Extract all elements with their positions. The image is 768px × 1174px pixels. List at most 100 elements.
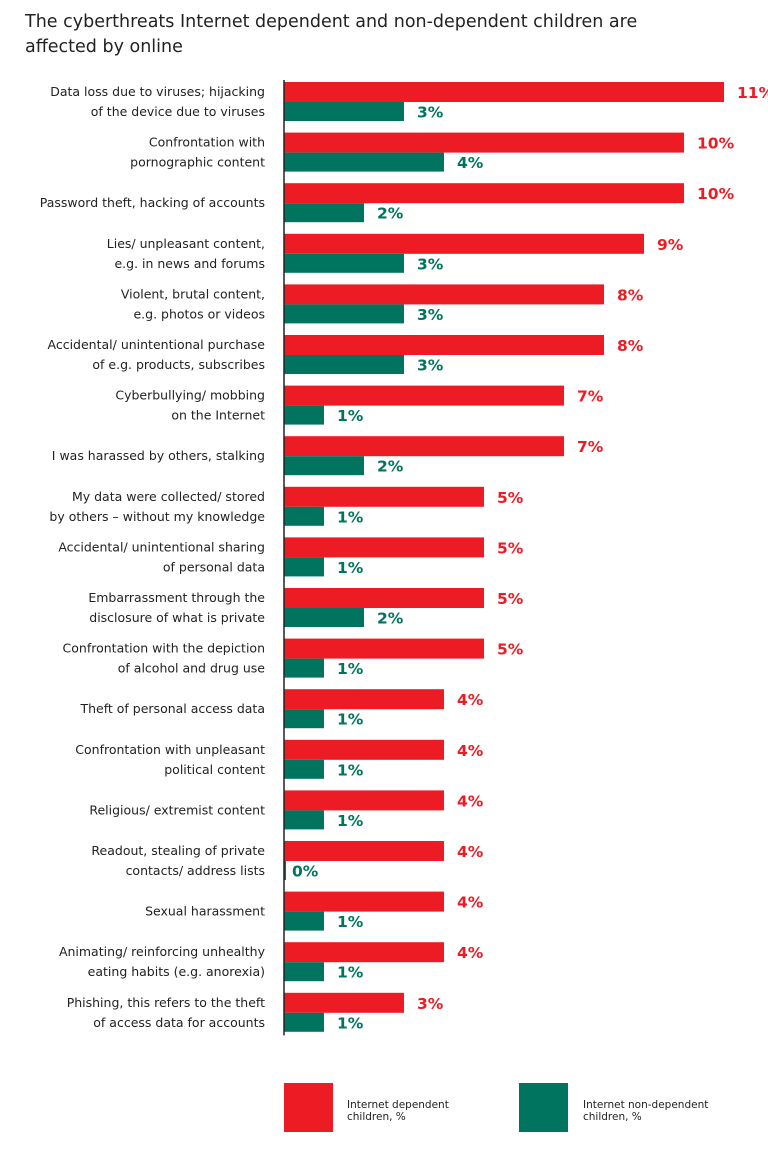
category-label: Embarrassment through the disclosure of w…: [88, 590, 265, 625]
value-label: 1%: [337, 660, 364, 678]
bar-dependent: [284, 689, 444, 710]
value-label: 10%: [697, 135, 735, 153]
value-label: 9%: [657, 236, 684, 254]
value-label: 3%: [417, 357, 444, 375]
bar-non-dependent: [284, 911, 324, 931]
category-label: Lies/ unpleasant content, e.g. in news an…: [107, 236, 265, 271]
legend-label-non-dependent: Internet non-dependent children, %: [583, 1099, 709, 1123]
category-label: I was harassed by others, stalking: [52, 448, 265, 463]
category-label: Phishing, this refers to the theft of acc…: [67, 995, 265, 1030]
value-label: 1%: [337, 812, 364, 830]
value-label: 7%: [577, 388, 604, 406]
bar-non-dependent: [284, 355, 404, 374]
value-label: 4%: [457, 894, 484, 912]
value-label: 3%: [417, 995, 444, 1013]
bar-dependent: [284, 739, 444, 760]
bar-non-dependent: [284, 557, 324, 577]
bar-non-dependent: [284, 102, 404, 121]
category-label: Violent, brutal content, e.g. photos or v…: [121, 286, 265, 321]
bar-non-dependent: [284, 810, 324, 830]
legend-label-dependent: Internet dependent children, %: [347, 1099, 449, 1123]
bar-dependent: [284, 588, 484, 608]
category-label: Confrontation with the depiction of alcoh…: [63, 641, 266, 676]
value-label: 5%: [497, 489, 524, 507]
bar-dependent: [284, 992, 404, 1013]
legend-swatch-dependent: [284, 1083, 333, 1132]
category-label: Readout, stealing of private contacts/ ad…: [91, 843, 265, 878]
bar-dependent: [284, 436, 564, 457]
category-label: Theft of personal access data: [79, 701, 265, 716]
value-label: 3%: [417, 306, 444, 324]
category-label: Accidental/ unintentional sharing of pers…: [58, 539, 265, 574]
value-label: 1%: [337, 711, 364, 729]
bar-non-dependent: [284, 861, 286, 880]
category-label: Religious/ extremist content: [89, 802, 265, 817]
category-label: My data were collected/ stored by others …: [49, 489, 265, 524]
bar-non-dependent: [284, 759, 324, 779]
value-label: 2%: [377, 610, 404, 628]
value-label: 1%: [337, 407, 364, 425]
value-label: 3%: [417, 255, 444, 273]
value-label: 8%: [617, 337, 644, 355]
category-label: Animating/ reinforcing unhealthy eating h…: [59, 944, 266, 979]
bar-non-dependent: [284, 405, 324, 425]
category-label: Accidental/ unintentional purchase of e.g…: [48, 337, 266, 372]
value-label: 4%: [457, 742, 484, 760]
value-label: 1%: [337, 913, 364, 931]
value-label: 11%: [737, 84, 768, 102]
bar-dependent: [284, 537, 484, 558]
category-label: Password theft, hacking of accounts: [40, 195, 265, 210]
bar-dependent: [284, 183, 684, 204]
value-label: 1%: [337, 1014, 364, 1032]
bar-dependent: [284, 132, 684, 153]
bar-dependent: [284, 233, 644, 254]
category-label: Data loss due to viruses; hijacking of th…: [50, 84, 265, 119]
bar-dependent: [284, 942, 444, 963]
bar-non-dependent: [284, 152, 444, 172]
bar-dependent: [284, 284, 604, 305]
bar-dependent: [284, 891, 444, 912]
bar-dependent: [284, 841, 444, 861]
value-label: 5%: [497, 641, 524, 659]
bar-non-dependent: [284, 304, 404, 324]
value-label: 0%: [292, 863, 319, 881]
value-label: 5%: [497, 539, 524, 557]
value-label: 4%: [457, 691, 484, 709]
chart-title: The cyberthreats Internet dependent and …: [25, 12, 638, 57]
value-label: 3%: [417, 104, 444, 122]
value-label: 5%: [497, 590, 524, 608]
value-label: 4%: [457, 154, 484, 172]
value-label: 4%: [457, 843, 484, 861]
value-label: 1%: [337, 761, 364, 779]
bar-non-dependent: [284, 203, 364, 223]
category-label: Sexual harassment: [145, 904, 265, 919]
value-label: 2%: [377, 205, 404, 223]
category-label: Confrontation with unpleasant political c…: [75, 742, 265, 777]
bar-non-dependent: [284, 709, 324, 729]
value-label: 7%: [577, 438, 604, 456]
bar-non-dependent: [284, 658, 324, 678]
bar-dependent: [284, 486, 484, 507]
bar-non-dependent: [284, 253, 404, 273]
bar-non-dependent: [284, 962, 324, 982]
bar-non-dependent: [284, 506, 324, 526]
category-label: Cyberbullying/ mobbing on the Internet: [115, 388, 265, 423]
value-label: 1%: [337, 559, 364, 577]
value-label: 1%: [337, 964, 364, 982]
legend-swatch-non-dependent: [519, 1083, 568, 1132]
category-label: Confrontation with pornographic content: [130, 135, 265, 170]
bar-dependent: [284, 335, 604, 355]
value-label: 10%: [697, 185, 735, 203]
bar-non-dependent: [284, 608, 364, 627]
bar-dependent: [284, 638, 484, 659]
bar-dependent: [284, 790, 444, 811]
bar-non-dependent: [284, 456, 364, 476]
value-label: 2%: [377, 458, 404, 476]
value-label: 4%: [457, 944, 484, 962]
bar-non-dependent: [284, 1012, 324, 1032]
bar-dependent: [284, 385, 564, 406]
value-label: 1%: [337, 508, 364, 526]
value-label: 4%: [457, 792, 484, 810]
